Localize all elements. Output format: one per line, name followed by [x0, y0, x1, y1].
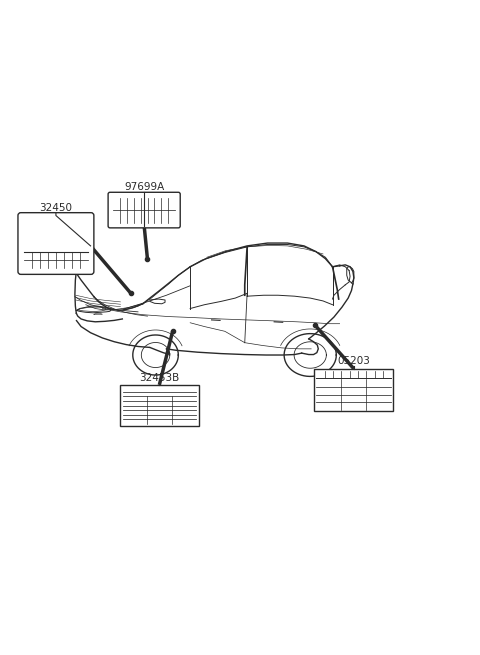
Bar — [120, 385, 199, 426]
Text: 32450: 32450 — [39, 202, 72, 213]
FancyBboxPatch shape — [108, 193, 180, 228]
Text: 97699A: 97699A — [124, 182, 164, 192]
Text: 05203: 05203 — [337, 356, 370, 366]
FancyBboxPatch shape — [18, 213, 94, 274]
Text: 32453B: 32453B — [139, 373, 180, 383]
Bar — [314, 369, 393, 411]
